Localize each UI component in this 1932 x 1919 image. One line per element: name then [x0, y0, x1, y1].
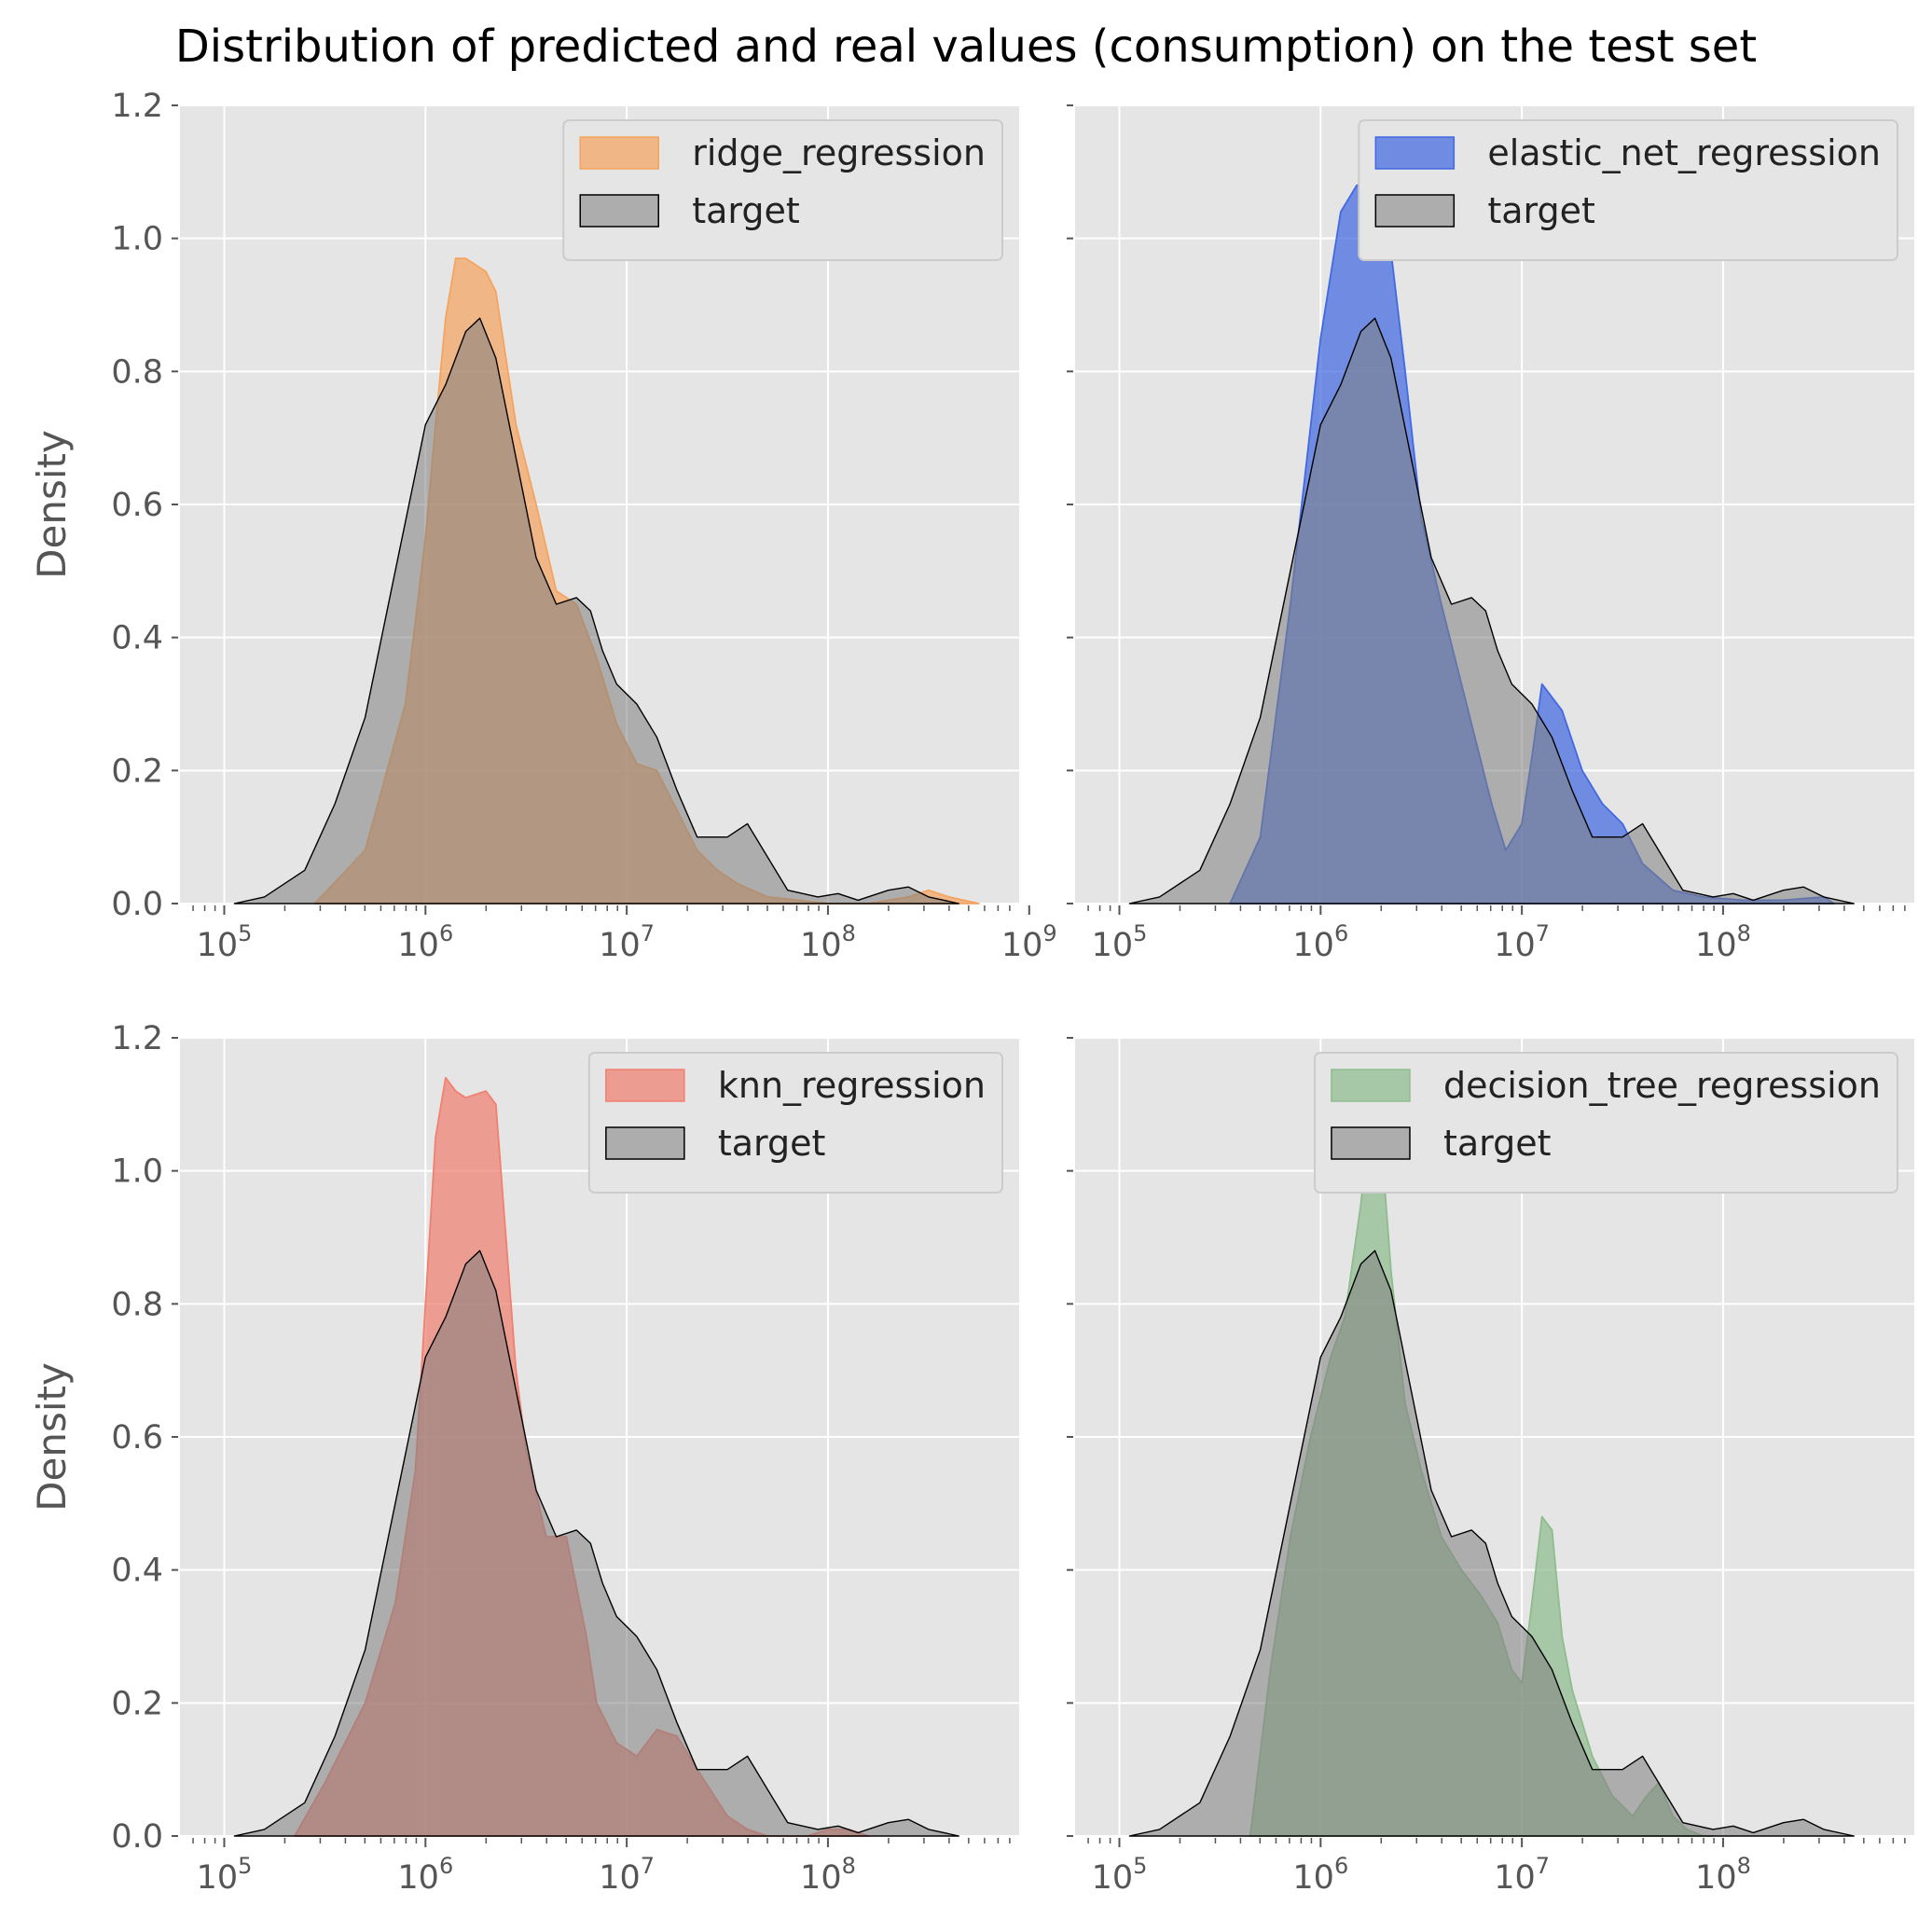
- x-tick-label: 108: [800, 920, 856, 964]
- legend-label-target: target: [1487, 190, 1595, 231]
- y-tick-label: 0.2: [111, 1685, 163, 1722]
- x-tick-label: 108: [1695, 1853, 1751, 1897]
- density-area-target: [233, 317, 959, 904]
- x-tick-label: 106: [1292, 1853, 1348, 1897]
- y-tick-label: 1.2: [111, 1020, 163, 1057]
- x-tick-label: 109: [1001, 920, 1057, 964]
- legend-label-ridge-regression: ridge_regression: [692, 132, 986, 173]
- legend-label-target: target: [1443, 1123, 1552, 1164]
- figure-title: Distribution of predicted and real value…: [175, 21, 1757, 73]
- y-tick-label: 0.6: [111, 1419, 163, 1457]
- y-tick-label: 0.0: [111, 1818, 163, 1856]
- x-tick-label: 107: [1494, 920, 1550, 964]
- chart-panel-4: 105 106 107 108 decision_tree_regressiontarg…: [1067, 1037, 1914, 1897]
- y-tick-label: 1.0: [111, 221, 163, 258]
- x-tick-label: 105: [1092, 920, 1148, 964]
- legend-swatch-ridge-regression: [579, 136, 659, 170]
- density-area-target: [1128, 317, 1855, 904]
- legend-swatch-target: [605, 1126, 685, 1160]
- y-axis-label: Density: [29, 430, 75, 579]
- chart-panel-1: 0.0 0.2 0.4 0.6 0.8 1.0 1.2 105 106 107 108 109 Dens…: [29, 88, 1057, 964]
- legend-label-knn-regression: knn_regression: [718, 1065, 986, 1106]
- y-tick-label: 1.2: [111, 88, 163, 125]
- y-axis-label: Density: [29, 1362, 75, 1512]
- density-area-target: [1128, 1249, 1855, 1837]
- x-tick-label: 105: [1092, 1853, 1148, 1897]
- y-tick-label: 0.4: [111, 1553, 163, 1590]
- legend-label-target: target: [718, 1123, 826, 1164]
- legend-swatch-elastic-net-regression: [1374, 136, 1456, 170]
- x-tick-label: 105: [197, 920, 253, 964]
- chart-panel-3: 0.0 0.2 0.4 0.6 0.8 1.0 1.2 105 106 107 108 Density…: [29, 1020, 1019, 1897]
- y-tick-label: 0.8: [111, 1286, 163, 1323]
- legend-swatch-decision-tree-regression: [1331, 1069, 1411, 1102]
- legend-label-target: target: [692, 190, 800, 231]
- legend-swatch-target: [1374, 194, 1456, 228]
- legend-frame: [1313, 1052, 1898, 1194]
- legend-frame: [587, 1052, 1003, 1194]
- legend-swatch-target: [1331, 1126, 1411, 1160]
- y-tick-label: 0.0: [111, 886, 163, 923]
- legend-frame: [562, 119, 1003, 261]
- legend-swatch-knn-regression: [605, 1069, 685, 1102]
- density-area-target: [233, 1249, 959, 1837]
- x-tick-label: 108: [1695, 920, 1751, 964]
- y-tick-label: 0.8: [111, 353, 163, 391]
- y-tick-label: 0.6: [111, 487, 163, 524]
- y-tick-label: 1.0: [111, 1153, 163, 1191]
- legend-label-decision-tree-regression: decision_tree_regression: [1443, 1065, 1881, 1106]
- legend-swatch-target: [579, 194, 659, 228]
- x-tick-label: 105: [197, 1853, 253, 1897]
- y-tick-label: 0.4: [111, 620, 163, 657]
- x-tick-label: 107: [599, 920, 655, 964]
- x-tick-label: 107: [599, 1853, 655, 1897]
- legend-label-elastic-net-regression: elastic_net_regression: [1487, 132, 1881, 173]
- legend-frame: [1358, 119, 1898, 261]
- x-tick-label: 108: [800, 1853, 856, 1897]
- x-tick-label: 106: [1292, 920, 1348, 964]
- x-tick-label: 107: [1494, 1853, 1550, 1897]
- x-tick-label: 106: [397, 1853, 453, 1897]
- x-tick-label: 106: [397, 920, 453, 964]
- y-tick-label: 0.2: [111, 752, 163, 790]
